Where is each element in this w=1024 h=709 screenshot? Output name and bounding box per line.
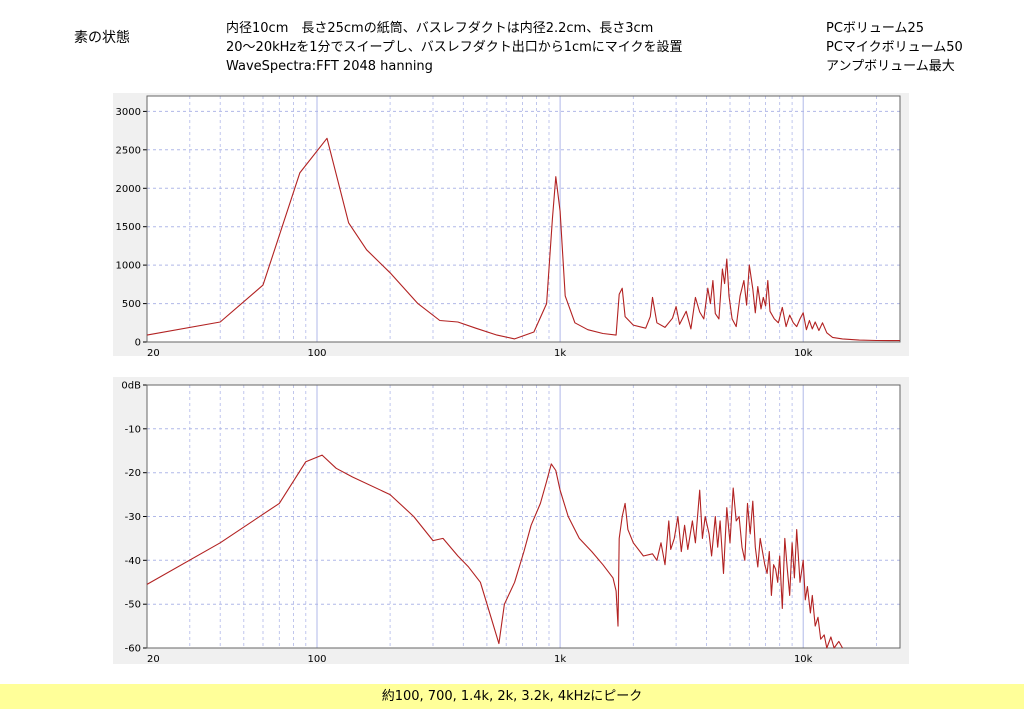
peak-summary-text: 約100, 700, 1.4k, 2k, 3.2k, 4kHzにピーク [381, 689, 643, 704]
description-line-2: 20～20kHzを1分でスイープし、バスレフダクト出口から1cmにマイクを設置 [226, 40, 683, 55]
volume-settings: PCボリューム25 PCマイクボリューム50 アンプボリューム最大 [826, 19, 963, 76]
y-tick-label: -40 [125, 556, 141, 567]
y-tick-label: 1500 [116, 222, 141, 233]
y-tick-label: 2000 [116, 184, 141, 195]
series-line-1 [146, 454, 843, 649]
plot-area [147, 385, 900, 648]
y-tick-label: -50 [125, 600, 141, 611]
series-line-1 [146, 137, 901, 342]
plot-border [146, 384, 901, 649]
y-tick-label: -20 [125, 468, 141, 479]
y-tick-label: -60 [125, 644, 141, 655]
y-tick-label: 3000 [116, 107, 141, 118]
settings-line-2: PCマイクボリューム50 [826, 40, 963, 55]
plot-area [147, 96, 900, 342]
x-tick-label: 1k [554, 654, 566, 665]
linear-amplitude-chart: 0 500 1000 1500 2000 2500 3000 20 100 1k 10k [113, 93, 909, 359]
x-tick-label: 20 [147, 348, 160, 359]
x-tick-label: 10k [794, 348, 813, 359]
y-tick-label: 0dB [121, 381, 141, 392]
x-tick-label: 100 [307, 654, 326, 665]
y-tick-label: 2500 [116, 145, 141, 156]
db-amplitude-chart: 0dB -10 -20 -30 -40 -50 -60 20 100 1k 10k [113, 377, 909, 665]
y-tick-label: -10 [125, 424, 141, 435]
y-tick-label: -30 [125, 512, 141, 523]
y-tick-label: 1000 [116, 261, 141, 272]
description-line-1: 内径10cm 長さ25cmの紙筒、バスレフダクトは内径2.2cm、長さ3cm [226, 21, 654, 36]
measurement-description: 内径10cm 長さ25cmの紙筒、バスレフダクトは内径2.2cm、長さ3cm 2… [226, 19, 683, 76]
state-label: 素の状態 [74, 30, 130, 46]
y-tick-label: 0 [135, 338, 141, 349]
settings-line-3: アンプボリューム最大 [826, 59, 955, 74]
x-tick-label: 10k [794, 654, 813, 665]
description-line-3: WaveSpectra:FFT 2048 hanning [226, 59, 433, 74]
y-tick-label: 500 [122, 299, 141, 310]
spectrum-charts: 0 500 1000 1500 2000 2500 3000 20 100 1k 10k 0dB -1… [113, 93, 909, 665]
x-tick-label: 20 [147, 654, 160, 665]
settings-line-1: PCボリューム25 [826, 21, 925, 36]
peak-summary-bar: 約100, 700, 1.4k, 2k, 3.2k, 4kHzにピーク [0, 684, 1024, 709]
x-tick-label: 100 [307, 348, 326, 359]
x-tick-label: 1k [554, 348, 566, 359]
plot-border [146, 95, 901, 343]
